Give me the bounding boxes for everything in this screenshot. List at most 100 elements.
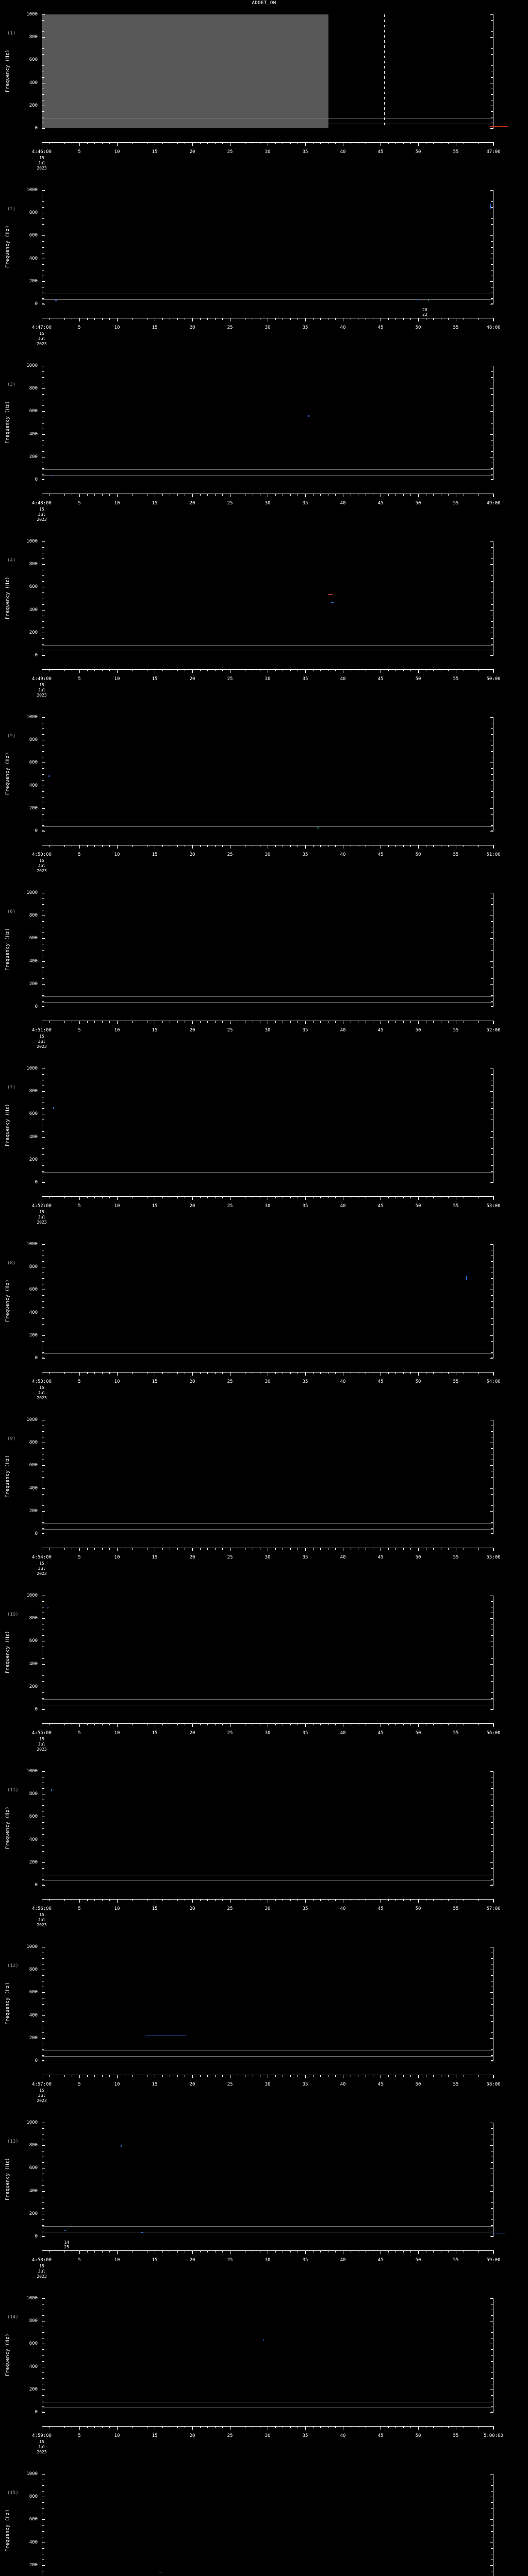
y-axis-tick — [491, 779, 493, 781]
y-axis-tick — [491, 1477, 493, 1478]
y-tick-label: 400 — [29, 958, 38, 964]
x-axis-tick — [132, 1899, 133, 1901]
x-tick-label: 40 — [340, 676, 346, 682]
x-tick-label: 30 — [265, 1731, 271, 1736]
x-tick-label: 25 — [227, 1028, 233, 1033]
axis-corner-tick — [42, 479, 44, 480]
x-axis-tick — [222, 1372, 223, 1374]
x-axis-tick — [320, 1548, 321, 1550]
x-tick-label: 50 — [415, 676, 421, 682]
x-tick-label: 5 — [78, 149, 81, 155]
y-axis-tick — [42, 1465, 45, 1466]
x-axis-tick — [94, 142, 95, 144]
x-axis-tick — [102, 318, 103, 320]
x-axis-tick — [200, 1899, 201, 1901]
x-axis-tick — [94, 1899, 95, 1901]
x-axis-tick — [177, 318, 178, 320]
x-axis-end-label: 57:00 — [486, 1906, 501, 1911]
y-axis-tick — [42, 1505, 44, 1506]
annotation-line: 14 — [64, 2240, 69, 2245]
y-axis-tick — [42, 1295, 44, 1296]
y-axis-tick — [490, 762, 493, 764]
x-axis — [42, 318, 494, 324]
x-axis-tick — [335, 1548, 336, 1550]
x-axis-tick — [478, 2426, 479, 2428]
x-axis-tick — [192, 669, 193, 673]
x-axis-tick — [388, 1196, 389, 1198]
y-axis-tick — [491, 2372, 493, 2373]
y-axis-tick — [491, 54, 493, 55]
x-axis-tick — [117, 494, 118, 497]
plot-area — [42, 893, 493, 1007]
x-axis-tick — [102, 669, 103, 671]
x-axis-tick — [395, 669, 397, 671]
y-axis-tick — [42, 1601, 44, 1602]
x-axis-start-label: 4:57:00 — [32, 2082, 52, 2087]
x-tick-label: 25 — [227, 501, 233, 506]
x-axis-tick — [305, 1372, 306, 1376]
x-axis-tick — [64, 845, 65, 847]
y-axis-tick — [491, 1341, 493, 1342]
y-axis-tick — [491, 1692, 493, 1693]
x-axis-tick — [305, 494, 306, 497]
x-axis-tick — [87, 142, 88, 144]
x-axis-tick — [222, 845, 223, 847]
x-axis-tick — [87, 1723, 88, 1725]
x-axis-tick — [87, 2426, 88, 2428]
date-month: Jul — [38, 688, 46, 692]
x-tick-label: 25 — [227, 325, 233, 330]
y-tick-label: 200 — [29, 2562, 38, 2568]
x-axis-tick — [214, 1723, 216, 1725]
x-axis-tick — [79, 494, 80, 497]
y-axis-tick — [42, 1828, 44, 1829]
x-axis-tick — [177, 2250, 178, 2252]
x-axis-tick — [94, 2250, 95, 2252]
x-axis-tick — [207, 2426, 208, 2428]
x-axis-tick — [162, 1021, 163, 1023]
x-axis-end-label: 50:00 — [486, 676, 501, 682]
data-point — [53, 1107, 54, 1109]
y-axis-tick — [42, 241, 44, 242]
y-tick-labels: 0 200 400 600 800 1000 — [0, 188, 42, 307]
x-tick-label: 10 — [114, 149, 120, 155]
y-axis-tick — [490, 388, 493, 389]
x-axis-tick — [335, 1723, 336, 1725]
y-tick-label: 200 — [29, 1332, 38, 1338]
y-axis-tick — [490, 808, 493, 809]
x-axis-tick — [493, 318, 494, 321]
y-axis-tick — [491, 621, 493, 622]
y-axis-tick — [42, 2349, 44, 2350]
x-axis-tick — [403, 1021, 404, 1023]
y-axis-tick — [42, 31, 44, 32]
x-tick-label: 45 — [377, 1204, 384, 1209]
x-axis-date-label: 15 Jul 2023 — [26, 507, 58, 522]
x-axis-tick — [388, 142, 389, 144]
x-tick-label: 35 — [302, 149, 308, 155]
x-axis-tick — [410, 142, 411, 144]
x-axis-end-label: 52:00 — [486, 1028, 501, 1033]
x-axis-tick — [433, 1021, 434, 1023]
y-axis-tick — [42, 1692, 44, 1693]
data-point — [308, 415, 309, 417]
x-tick-label: 30 — [265, 501, 271, 506]
x-tick-label: 55 — [453, 1379, 459, 1384]
x-tick-labels: 4:49:00 5 10 15 20 25 30 35 40 45 50 55 50:00 — [32, 676, 501, 683]
y-axis-tick — [42, 1885, 45, 1886]
x-axis-tick — [305, 669, 306, 673]
y-axis-tick — [491, 2004, 493, 2005]
x-tick-label: 40 — [340, 149, 346, 155]
x-axis-tick — [207, 669, 208, 671]
y-axis-tick — [491, 768, 493, 769]
y-axis-tick — [42, 2565, 45, 2566]
x-axis-tick — [388, 1723, 389, 1725]
y-axis-tick — [42, 1137, 45, 1138]
x-axis-tick — [87, 494, 88, 496]
x-axis-date-label: 15 Jul 2023 — [26, 858, 58, 874]
x-axis-tick — [335, 1021, 336, 1023]
x-axis-tick — [418, 142, 419, 146]
x-axis-tick — [109, 2426, 110, 2428]
x-axis-tick — [192, 1196, 193, 1200]
date-year: 2023 — [37, 693, 47, 698]
x-axis-tick — [478, 1021, 479, 1023]
x-tick-label: 40 — [340, 2258, 346, 2263]
